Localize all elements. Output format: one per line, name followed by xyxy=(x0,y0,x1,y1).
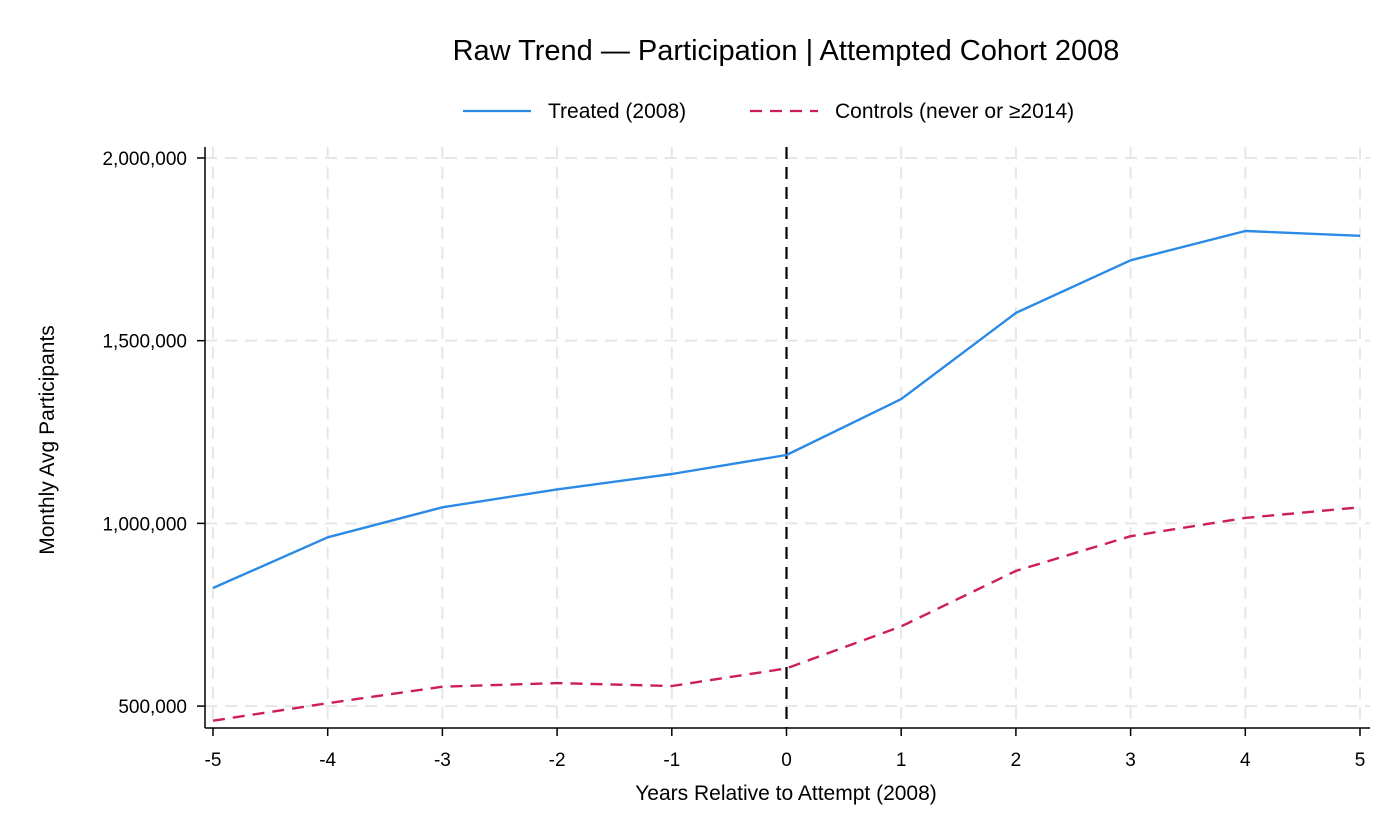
x-tick-label-3: -2 xyxy=(549,750,566,771)
x-tick-label-5: 0 xyxy=(781,750,792,771)
x-tick-label-9: 4 xyxy=(1240,750,1251,771)
x-tick-label-6: 1 xyxy=(896,750,907,771)
series-line-controls xyxy=(212,506,1361,722)
legend-label-controls: Controls (never or ≥2014) xyxy=(835,100,1074,123)
y-tick-label-3: 2,000,000 xyxy=(102,149,187,170)
y-axis-label: Monthly Avg Participants xyxy=(36,325,59,555)
series-line-treated xyxy=(212,229,1361,590)
y-tick-label-0: 500,000 xyxy=(118,697,187,718)
chart-title: Raw Trend — Participation | Attempted Co… xyxy=(453,35,1120,67)
x-axis-ticks: -5 -4 -3 -2 -1 0 1 2 3 4 5 xyxy=(205,728,1366,771)
x-tick-label-8: 3 xyxy=(1125,750,1136,771)
y-tick-label-1: 1,000,000 xyxy=(102,514,187,535)
series-group xyxy=(212,229,1361,722)
y-axis-ticks: 500,000 1,000,000 1,500,000 2,000,000 xyxy=(102,149,205,718)
y-tick-label-2: 1,500,000 xyxy=(102,332,187,353)
x-axis-label: Years Relative to Attempt (2008) xyxy=(635,782,937,805)
x-tick-label-2: -3 xyxy=(434,750,451,771)
x-tick-label-10: 5 xyxy=(1355,750,1366,771)
x-tick-label-0: -5 xyxy=(205,750,222,771)
legend-label-treated: Treated (2008) xyxy=(548,100,686,123)
x-tick-label-4: -1 xyxy=(663,750,680,771)
x-tick-label-7: 2 xyxy=(1011,750,1022,771)
x-tick-label-1: -4 xyxy=(319,750,336,771)
legend: Treated (2008) Controls (never or ≥2014) xyxy=(463,100,1074,123)
